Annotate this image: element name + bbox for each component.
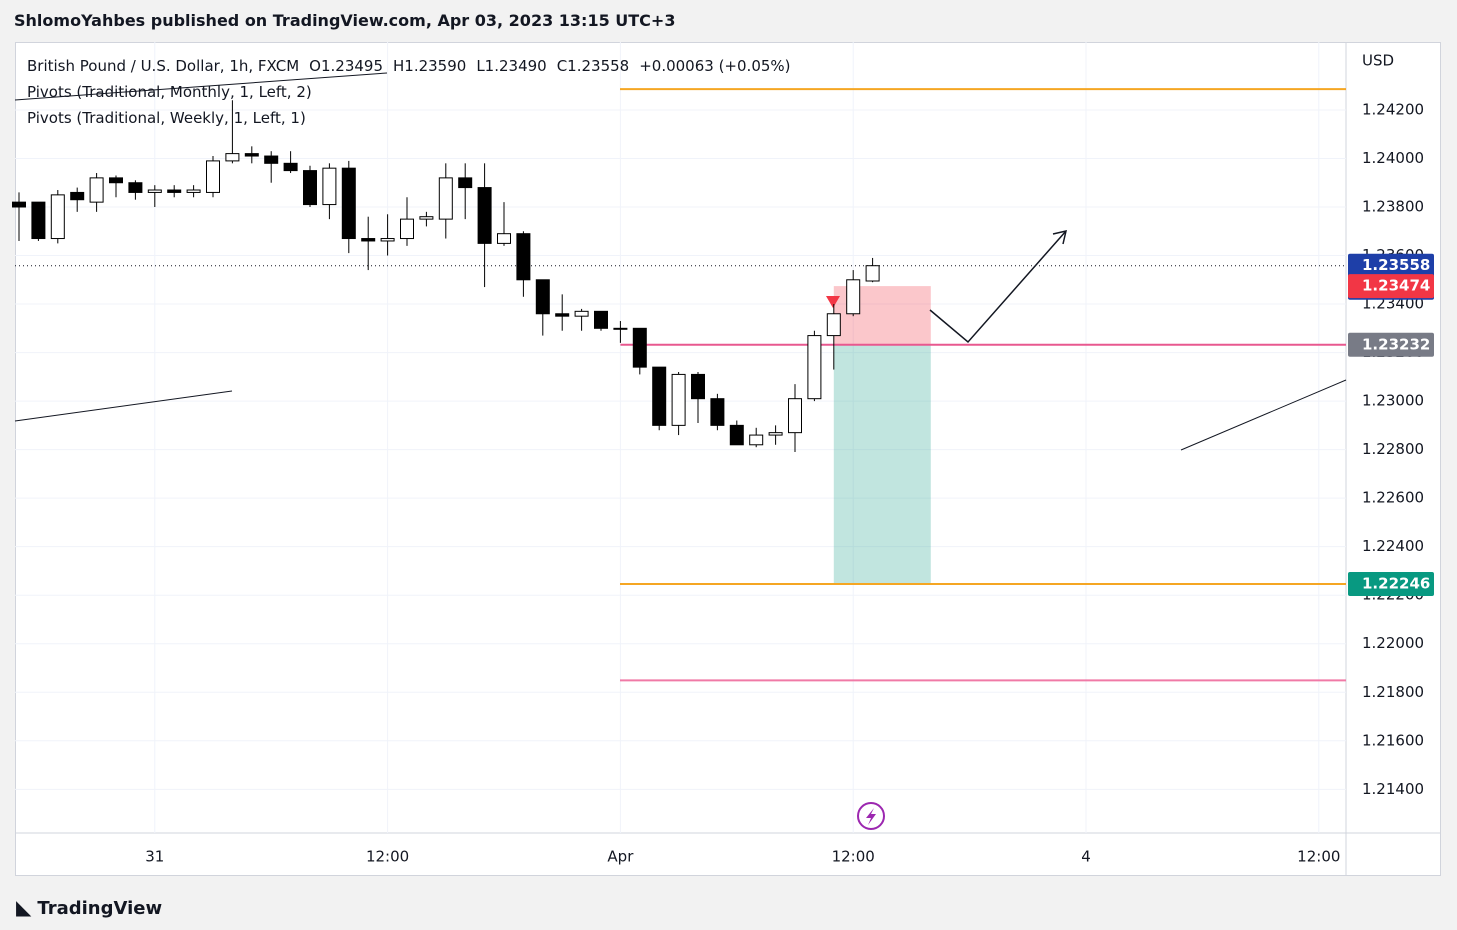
candle-body [826, 313, 841, 337]
candle-body [458, 177, 473, 189]
y-tick-label: 1.22800 [1362, 440, 1424, 458]
signal-marker [826, 296, 840, 308]
candle-body [788, 398, 802, 434]
candle-body [419, 216, 434, 220]
arrow-head [1052, 229, 1068, 245]
price-label-text: 1.22246 [1362, 575, 1430, 593]
y-tick-label: 1.23000 [1362, 392, 1424, 410]
candle-body [341, 167, 356, 240]
y-tick-label: 1.23800 [1362, 197, 1424, 215]
candle-body [380, 238, 395, 242]
pivot-line [1180, 379, 1347, 451]
candle-body [12, 201, 26, 208]
candle-body [70, 191, 85, 201]
candle-body [594, 310, 608, 329]
y-tick-label: 1.22600 [1362, 489, 1424, 507]
candle-body [516, 233, 531, 281]
header: ShlomoYahbes published on TradingView.co… [14, 11, 676, 30]
candle-body [613, 327, 628, 330]
candle-body [535, 279, 550, 315]
footer: TradingView [37, 898, 163, 919]
logo-icon: ◣ [16, 895, 32, 919]
ohlc: O1.23495 [309, 57, 383, 75]
ohlc: H1.23590 [393, 57, 467, 75]
y-tick-label: 1.21800 [1362, 683, 1424, 701]
candle-body [186, 189, 201, 193]
arrow-drawing [929, 230, 1067, 344]
price-label-text: 1.23558 [1362, 256, 1430, 274]
currency: USD [1362, 52, 1394, 70]
candle-body [807, 335, 822, 400]
candle-body [400, 218, 414, 240]
candle-body [31, 201, 46, 240]
target-zone [833, 344, 931, 585]
candle-body [225, 153, 240, 162]
x-tick-label: 12:00 [832, 848, 875, 866]
event-icon-bolt [866, 808, 876, 825]
candle-body [322, 167, 337, 206]
x-tick-label: 12:00 [366, 848, 409, 866]
candle-body [729, 424, 744, 446]
legend-row: British Pound / U.S. Dollar, 1h, FXCM O1.… [27, 53, 801, 79]
x-tick-label: 4 [1081, 848, 1091, 866]
change: +0.00063 (+0.05%) [639, 57, 791, 75]
candle-body [264, 155, 279, 164]
price-label [1348, 572, 1434, 597]
candle-body [555, 313, 570, 317]
price-label [1348, 274, 1434, 299]
candle-body [244, 153, 259, 157]
candle-body [147, 189, 162, 193]
candle-body [167, 189, 182, 193]
candle-body [438, 177, 453, 220]
candle-body [109, 177, 123, 184]
candle-body [283, 162, 298, 172]
y-tick-label: 1.24000 [1362, 149, 1424, 167]
footer-logo: ◣ TradingView [16, 895, 162, 919]
candle-body [671, 373, 686, 426]
x-tick-label: 12:00 [1297, 848, 1340, 866]
price-label-text: 1.23474 [1362, 277, 1430, 295]
pivot-line [14, 390, 233, 422]
candle-body [574, 310, 589, 317]
candle-body [477, 187, 492, 244]
candle-body [361, 238, 376, 242]
y-tick-label: 1.22000 [1362, 634, 1424, 652]
candle-body [206, 160, 220, 193]
candle-body [632, 327, 647, 368]
x-tick-label: 31 [145, 848, 164, 866]
indicator: Pivots (Traditional, Monthly, 1, Left, 2… [27, 83, 312, 101]
y-tick-label: 1.22400 [1362, 537, 1424, 555]
price-label-text: 1.23232 [1362, 335, 1430, 353]
pivot-line [14, 72, 388, 101]
candle-body [865, 265, 880, 282]
indicator: Pivots (Traditional, Weekly, 1, Left, 1) [27, 109, 306, 127]
chart-frame [15, 42, 1441, 876]
legend: British Pound / U.S. Dollar, 1h, FXCM O1.… [27, 53, 801, 131]
candle-body [128, 182, 143, 193]
candle-body [50, 194, 65, 240]
y-tick-label: 1.21600 [1362, 731, 1424, 749]
candle-body [846, 279, 861, 315]
price-label [1348, 332, 1434, 357]
y-tick-label: 1.24200 [1362, 100, 1424, 118]
candle-body [749, 434, 764, 446]
candle-body [303, 170, 317, 206]
y-tick-label: 1.21400 [1362, 780, 1424, 798]
ohlc: C1.23558 [556, 57, 630, 75]
candle-body [768, 432, 783, 436]
candle-body [691, 373, 705, 400]
candle-body [652, 366, 667, 426]
x-tick-label: Apr [607, 848, 634, 866]
candle-body [710, 398, 725, 426]
ohlc: L1.23490 [476, 57, 547, 75]
candle-body [89, 177, 104, 203]
candle-body [497, 233, 511, 244]
symbol: British Pound / U.S. Dollar, 1h, FXCM [27, 57, 300, 75]
